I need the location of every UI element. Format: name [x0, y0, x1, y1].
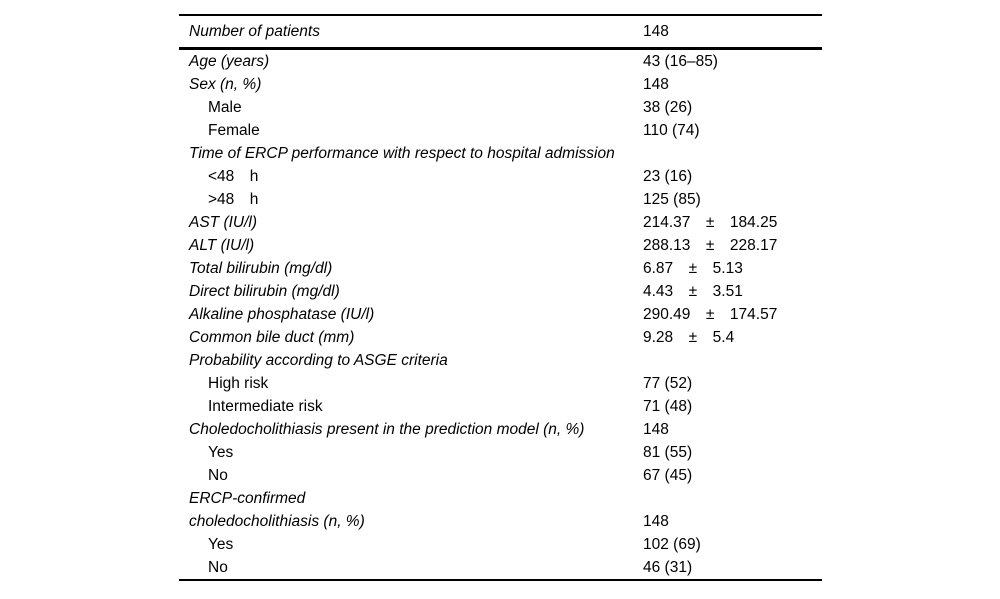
table-body: Age (years) 43 (16–85) Sex (n, %) 148 Male 38… — [179, 50, 822, 579]
row-value: 77 (52) — [643, 374, 693, 392]
row-value: 214.37 ± 184.25 — [643, 213, 778, 231]
table-row: No 46 (31) — [179, 556, 822, 579]
row-label: No — [208, 466, 228, 484]
table-top-rule — [179, 14, 822, 16]
table-row: >48 h 125 (85) — [179, 188, 822, 211]
row-value: 4.43 ± 3.51 — [643, 282, 743, 300]
table-row: Probability according to ASGE criteria — [179, 349, 822, 372]
row-value: 43 (16–85) — [643, 52, 718, 70]
table-row: <48 h 23 (16) — [179, 165, 822, 188]
table-row: Age (years) 43 (16–85) — [179, 50, 822, 73]
row-value: 9.28 ± 5.4 — [643, 328, 735, 346]
row-label: Common bile duct (mm) — [189, 328, 355, 346]
header-row-label: Number of patients — [189, 22, 320, 40]
table-row: Choledocholithiasis present in the predi… — [179, 418, 822, 441]
row-value: 290.49 ± 174.57 — [643, 305, 778, 323]
row-label: Male — [208, 98, 242, 116]
table-row: ERCP-confirmed — [179, 487, 822, 510]
row-label: Sex (n, %) — [189, 75, 262, 93]
row-label: ALT (IU/l) — [189, 236, 255, 254]
table-row: No 67 (45) — [179, 464, 822, 487]
patient-characteristics-table: Number of patients 148 Age (years) 43 (16… — [179, 14, 822, 581]
row-label: No — [208, 558, 228, 576]
table-header-row: Number of patients 148 — [179, 16, 822, 47]
row-label: AST (IU/l) — [189, 213, 258, 231]
row-value: 148 — [643, 75, 669, 93]
row-label: >48 h — [208, 190, 259, 208]
table-row: Direct bilirubin (mg/dl) 4.43 ± 3.51 — [179, 280, 822, 303]
row-label: Age (years) — [189, 52, 270, 70]
row-value: 67 (45) — [643, 466, 693, 484]
row-label: Probability according to ASGE criteria — [189, 351, 448, 369]
row-value: 110 (74) — [643, 121, 700, 139]
table-row: Yes 81 (55) — [179, 441, 822, 464]
table-header-rule — [179, 47, 822, 50]
row-label: <48 h — [208, 167, 259, 185]
table-row: ALT (IU/l) 288.13 ± 228.17 — [179, 234, 822, 257]
row-value: 148 — [643, 420, 669, 438]
row-label: High risk — [208, 374, 269, 392]
table-row: Yes 102 (69) — [179, 533, 822, 556]
row-value: 6.87 ± 5.13 — [643, 259, 743, 277]
row-value: 71 (48) — [643, 397, 693, 415]
table-row: Sex (n, %) 148 — [179, 73, 822, 96]
row-label: ERCP-confirmed — [189, 489, 306, 507]
row-value: 23 (16) — [643, 167, 693, 185]
table-row: Time of ERCP performance with respect to… — [179, 142, 822, 165]
row-label: Yes — [208, 535, 234, 553]
row-label: Female — [208, 121, 260, 139]
table-row: High risk 77 (52) — [179, 372, 822, 395]
row-label: Choledocholithiasis present in the predi… — [189, 420, 585, 438]
table-row: choledocholithiasis (n, %) 148 — [179, 510, 822, 533]
row-value: 102 (69) — [643, 535, 701, 553]
table-row: Intermediate risk 71 (48) — [179, 395, 822, 418]
row-value: 81 (55) — [643, 443, 693, 461]
table-row: Male 38 (26) — [179, 96, 822, 119]
row-value: 148 — [643, 512, 669, 530]
row-label: Yes — [208, 443, 234, 461]
table-row: Female 110 (74) — [179, 119, 822, 142]
header-row-value: 148 — [643, 22, 669, 40]
row-label: Intermediate risk — [208, 397, 323, 415]
row-value: 38 (26) — [643, 98, 693, 116]
table-row: Total bilirubin (mg/dl) 6.87 ± 5.13 — [179, 257, 822, 280]
row-value: 125 (85) — [643, 190, 701, 208]
row-label: Total bilirubin (mg/dl) — [189, 259, 333, 277]
row-value: 46 (31) — [643, 558, 693, 576]
table-row: Alkaline phosphatase (IU/l) 290.49 ± 174.… — [179, 303, 822, 326]
row-label: Time of ERCP performance with respect to… — [189, 144, 615, 162]
table-row: Common bile duct (mm) 9.28 ± 5.4 — [179, 326, 822, 349]
row-value: 288.13 ± 228.17 — [643, 236, 778, 254]
table-row: AST (IU/l) 214.37 ± 184.25 — [179, 211, 822, 234]
row-label: Alkaline phosphatase (IU/l) — [189, 305, 375, 323]
table-bottom-rule — [179, 579, 822, 581]
row-label: choledocholithiasis (n, %) — [189, 512, 365, 530]
row-label: Direct bilirubin (mg/dl) — [189, 282, 340, 300]
